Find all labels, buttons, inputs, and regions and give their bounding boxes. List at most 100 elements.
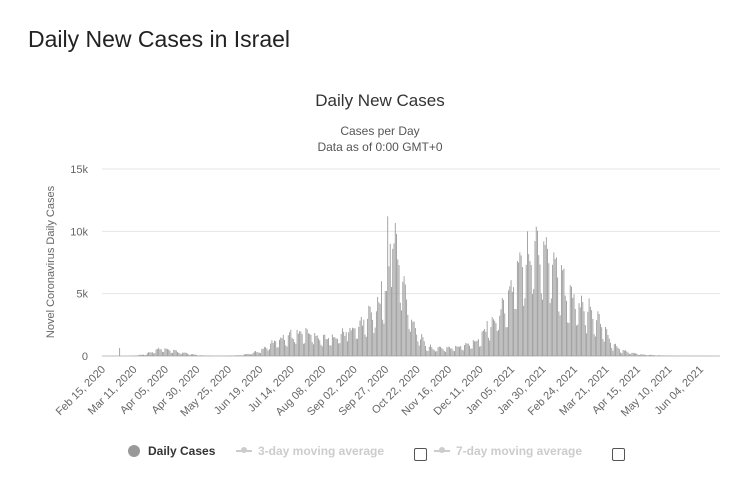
bar[interactable] [597,311,599,356]
bar[interactable] [539,264,541,356]
bar[interactable] [328,338,329,356]
bar[interactable] [459,346,460,356]
bar[interactable] [388,266,390,356]
bar[interactable] [480,346,482,356]
bar[interactable] [353,328,355,356]
bar[interactable] [237,355,239,356]
bar[interactable] [277,347,279,356]
bar[interactable] [156,349,158,356]
bar[interactable] [313,344,314,356]
bar[interactable] [372,319,374,356]
bar[interactable] [583,311,585,356]
bar[interactable] [603,341,605,356]
bar[interactable] [498,329,499,356]
bar[interactable] [620,352,622,356]
bar[interactable] [287,335,289,356]
bar[interactable] [174,349,176,356]
bar[interactable] [506,327,508,356]
bar[interactable] [526,231,528,356]
bar[interactable] [644,354,645,356]
bar[interactable] [626,351,628,356]
bar[interactable] [375,311,377,356]
bar[interactable] [250,354,251,356]
bar[interactable] [188,354,190,356]
bar[interactable] [521,267,523,356]
bar[interactable] [325,339,327,356]
bar[interactable] [345,332,347,356]
bar[interactable] [623,350,625,357]
bar[interactable] [275,341,277,356]
bar[interactable] [460,346,462,356]
bar[interactable] [534,241,536,356]
bar[interactable] [636,353,638,356]
bar[interactable] [465,343,467,356]
bar[interactable] [642,354,644,356]
bar[interactable] [290,329,292,356]
bar[interactable] [461,349,463,356]
bar[interactable] [258,352,260,356]
bar[interactable] [413,321,415,356]
bar[interactable] [315,335,317,356]
bar[interactable] [633,353,635,356]
bar[interactable] [364,334,366,356]
bar[interactable] [263,346,265,356]
bar[interactable] [555,257,557,356]
bar[interactable] [380,281,382,356]
bar[interactable] [396,233,397,356]
bar[interactable] [234,355,236,356]
bar[interactable] [542,299,543,356]
bar[interactable] [435,351,436,356]
bar[interactable] [363,319,365,356]
bar[interactable] [411,319,413,356]
bar[interactable] [608,338,610,356]
bar[interactable] [144,355,146,356]
bar[interactable] [607,334,609,356]
bar[interactable] [343,331,345,356]
bar[interactable] [326,339,328,356]
bar[interactable] [566,300,567,356]
bar[interactable] [392,248,394,356]
bar[interactable] [268,349,270,356]
bar[interactable] [252,352,254,356]
bar[interactable] [200,355,202,356]
bar[interactable] [647,355,649,356]
bar[interactable] [652,355,654,356]
bar[interactable] [256,352,258,356]
bar[interactable] [165,348,167,356]
bar[interactable] [594,336,596,357]
bar[interactable] [151,352,153,356]
bar[interactable] [462,350,464,356]
bar[interactable] [150,352,152,356]
bar[interactable] [373,333,375,356]
bar[interactable] [650,354,652,356]
bar[interactable] [329,345,331,356]
bar[interactable] [145,354,147,356]
bar[interactable] [578,303,580,356]
bar[interactable] [617,347,619,356]
bar[interactable] [281,338,283,356]
bar[interactable] [368,305,370,356]
bar[interactable] [602,339,604,356]
bar[interactable] [562,270,564,356]
bar[interactable] [645,354,647,356]
bar[interactable] [242,355,244,356]
bar[interactable] [394,222,396,356]
bar[interactable] [587,311,589,356]
bar[interactable] [511,291,513,356]
bar[interactable] [417,341,419,356]
bar[interactable] [613,344,615,356]
bar[interactable] [403,276,405,356]
bar[interactable] [569,285,571,356]
bar[interactable] [401,310,402,356]
bar[interactable] [628,353,630,356]
bar[interactable] [255,351,256,356]
bar[interactable] [245,354,246,356]
bar[interactable] [659,355,661,356]
bar[interactable] [340,334,342,356]
bar[interactable] [172,352,173,356]
bar[interactable] [591,310,593,356]
checkbox-3-day-average[interactable] [414,448,427,461]
bar[interactable] [622,349,624,356]
bar[interactable] [169,350,171,356]
bar[interactable] [564,295,566,356]
